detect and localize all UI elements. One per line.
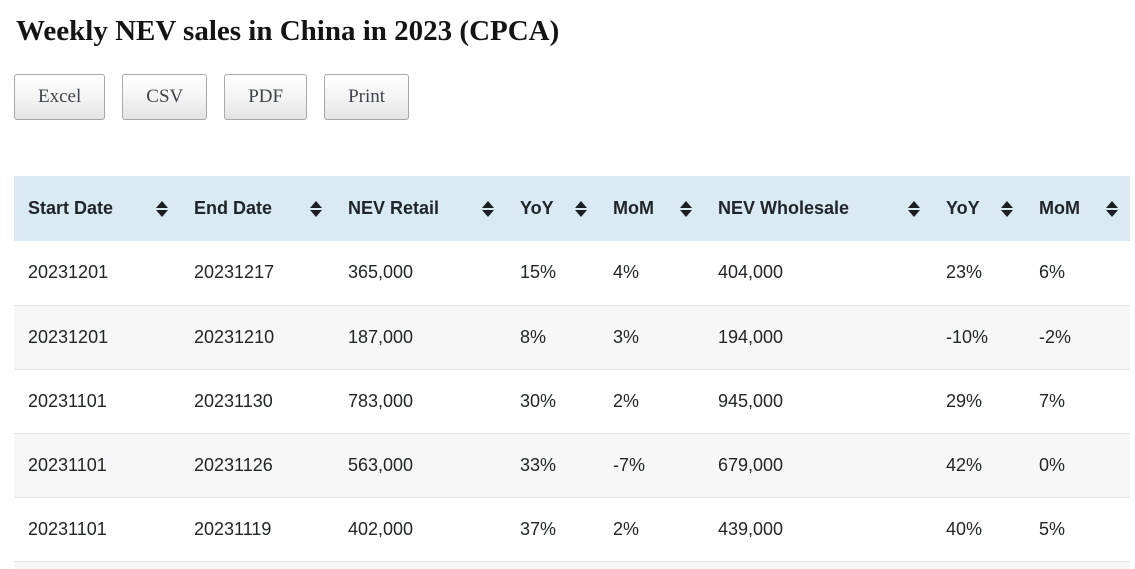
table-cell: -2% — [1025, 304, 1130, 369]
table-cell: 563,000 — [334, 432, 506, 497]
table-row: 20231101 20231119 402,000 37% 2% 439,000… — [14, 496, 1130, 561]
pdf-button[interactable]: PDF — [224, 74, 308, 120]
page-title: Weekly NEV sales in China in 2023 (CPCA) — [16, 15, 560, 47]
column-label: MoM — [1039, 198, 1080, 218]
column-label: NEV Wholesale — [718, 198, 850, 218]
table-cell: 33% — [506, 432, 599, 497]
table-cell: 945,000 — [704, 368, 932, 433]
table-header: Start Date End Date NEV Retail YoY MoM N… — [14, 176, 1130, 241]
table-cell: 20231210 — [180, 304, 334, 369]
table-cell: 404,000 — [704, 241, 932, 305]
column-header-start-date[interactable]: Start Date — [14, 176, 180, 241]
table-cell: 20231101 — [14, 432, 180, 497]
table-cell: 783,000 — [334, 368, 506, 433]
table-cell: 40% — [932, 496, 1025, 561]
print-button[interactable]: Print — [324, 74, 410, 120]
table-cell: 37% — [506, 496, 599, 561]
table-cell: 679,000 — [704, 432, 932, 497]
sort-icon — [575, 200, 587, 217]
column-header-yoy-wholesale[interactable]: YoY — [932, 176, 1025, 241]
column-header-mom-wholesale[interactable]: MoM — [1025, 176, 1130, 241]
table-cell: 42% — [932, 432, 1025, 497]
excel-button[interactable]: Excel — [14, 74, 106, 120]
table-cell: 3% — [599, 304, 704, 369]
table-cell: 2% — [599, 496, 704, 561]
table-cell: 20231201 — [14, 304, 180, 369]
table-cell: 7% — [1025, 368, 1130, 433]
table-cell: 439,000 — [704, 496, 932, 561]
column-header-nev-retail[interactable]: NEV Retail — [334, 176, 506, 241]
table-cell: 5% — [1025, 496, 1130, 561]
table-cell: 20231119 — [180, 496, 334, 561]
table-row: 20231201 20231217 365,000 15% 4% 404,000… — [14, 241, 1130, 305]
table-row-clipped — [14, 560, 1130, 569]
sort-icon — [482, 200, 494, 217]
column-header-nev-wholesale[interactable]: NEV Wholesale — [704, 176, 932, 241]
table-cell: 0% — [1025, 432, 1130, 497]
table-cell: 194,000 — [704, 304, 932, 369]
sort-icon — [156, 200, 168, 217]
table-cell: 365,000 — [334, 241, 506, 305]
table-cell: 187,000 — [334, 304, 506, 369]
column-label: YoY — [520, 198, 554, 218]
header-row: Start Date End Date NEV Retail YoY MoM N… — [14, 176, 1130, 241]
nev-sales-table: Start Date End Date NEV Retail YoY MoM N… — [14, 176, 1130, 569]
table-cell: 6% — [1025, 241, 1130, 305]
table-cell: 30% — [506, 368, 599, 433]
table-cell: 20231130 — [180, 368, 334, 433]
table-cell: 4% — [599, 241, 704, 305]
sort-icon — [908, 200, 920, 217]
sort-icon — [1106, 200, 1118, 217]
column-label: YoY — [946, 198, 980, 218]
column-label: NEV Retail — [348, 198, 440, 218]
table-cell: 29% — [932, 368, 1025, 433]
table-cell: 20231126 — [180, 432, 334, 497]
table-cell: 20231101 — [14, 368, 180, 433]
column-label: MoM — [613, 198, 654, 218]
table-cell: 15% — [506, 241, 599, 305]
sort-icon — [680, 200, 692, 217]
table-cell: 20231217 — [180, 241, 334, 305]
table-cell: 402,000 — [334, 496, 506, 561]
table-row: 20231101 20231126 563,000 33% -7% 679,00… — [14, 432, 1130, 497]
column-header-yoy-retail[interactable]: YoY — [506, 176, 599, 241]
table-cell: 23% — [932, 241, 1025, 305]
table-cell: 8% — [506, 304, 599, 369]
table-row: 20231101 20231130 783,000 30% 2% 945,000… — [14, 368, 1130, 433]
table-body: 20231201 20231217 365,000 15% 4% 404,000… — [14, 241, 1130, 569]
column-label: End Date — [194, 198, 273, 218]
sort-icon — [310, 200, 322, 217]
column-label: Start Date — [28, 198, 114, 218]
sort-icon — [1001, 200, 1013, 217]
table-cell: 2% — [599, 368, 704, 433]
column-header-end-date[interactable]: End Date — [180, 176, 334, 241]
table-cell: -10% — [932, 304, 1025, 369]
csv-button[interactable]: CSV — [122, 74, 208, 120]
export-toolbar: Excel CSV PDF Print — [14, 74, 1135, 120]
table-cell: 20231201 — [14, 241, 180, 305]
table-cell — [14, 560, 1130, 569]
column-header-mom-retail[interactable]: MoM — [599, 176, 704, 241]
table-cell: 20231101 — [14, 496, 180, 561]
table-cell: -7% — [599, 432, 704, 497]
table-row: 20231201 20231210 187,000 8% 3% 194,000 … — [14, 304, 1130, 369]
